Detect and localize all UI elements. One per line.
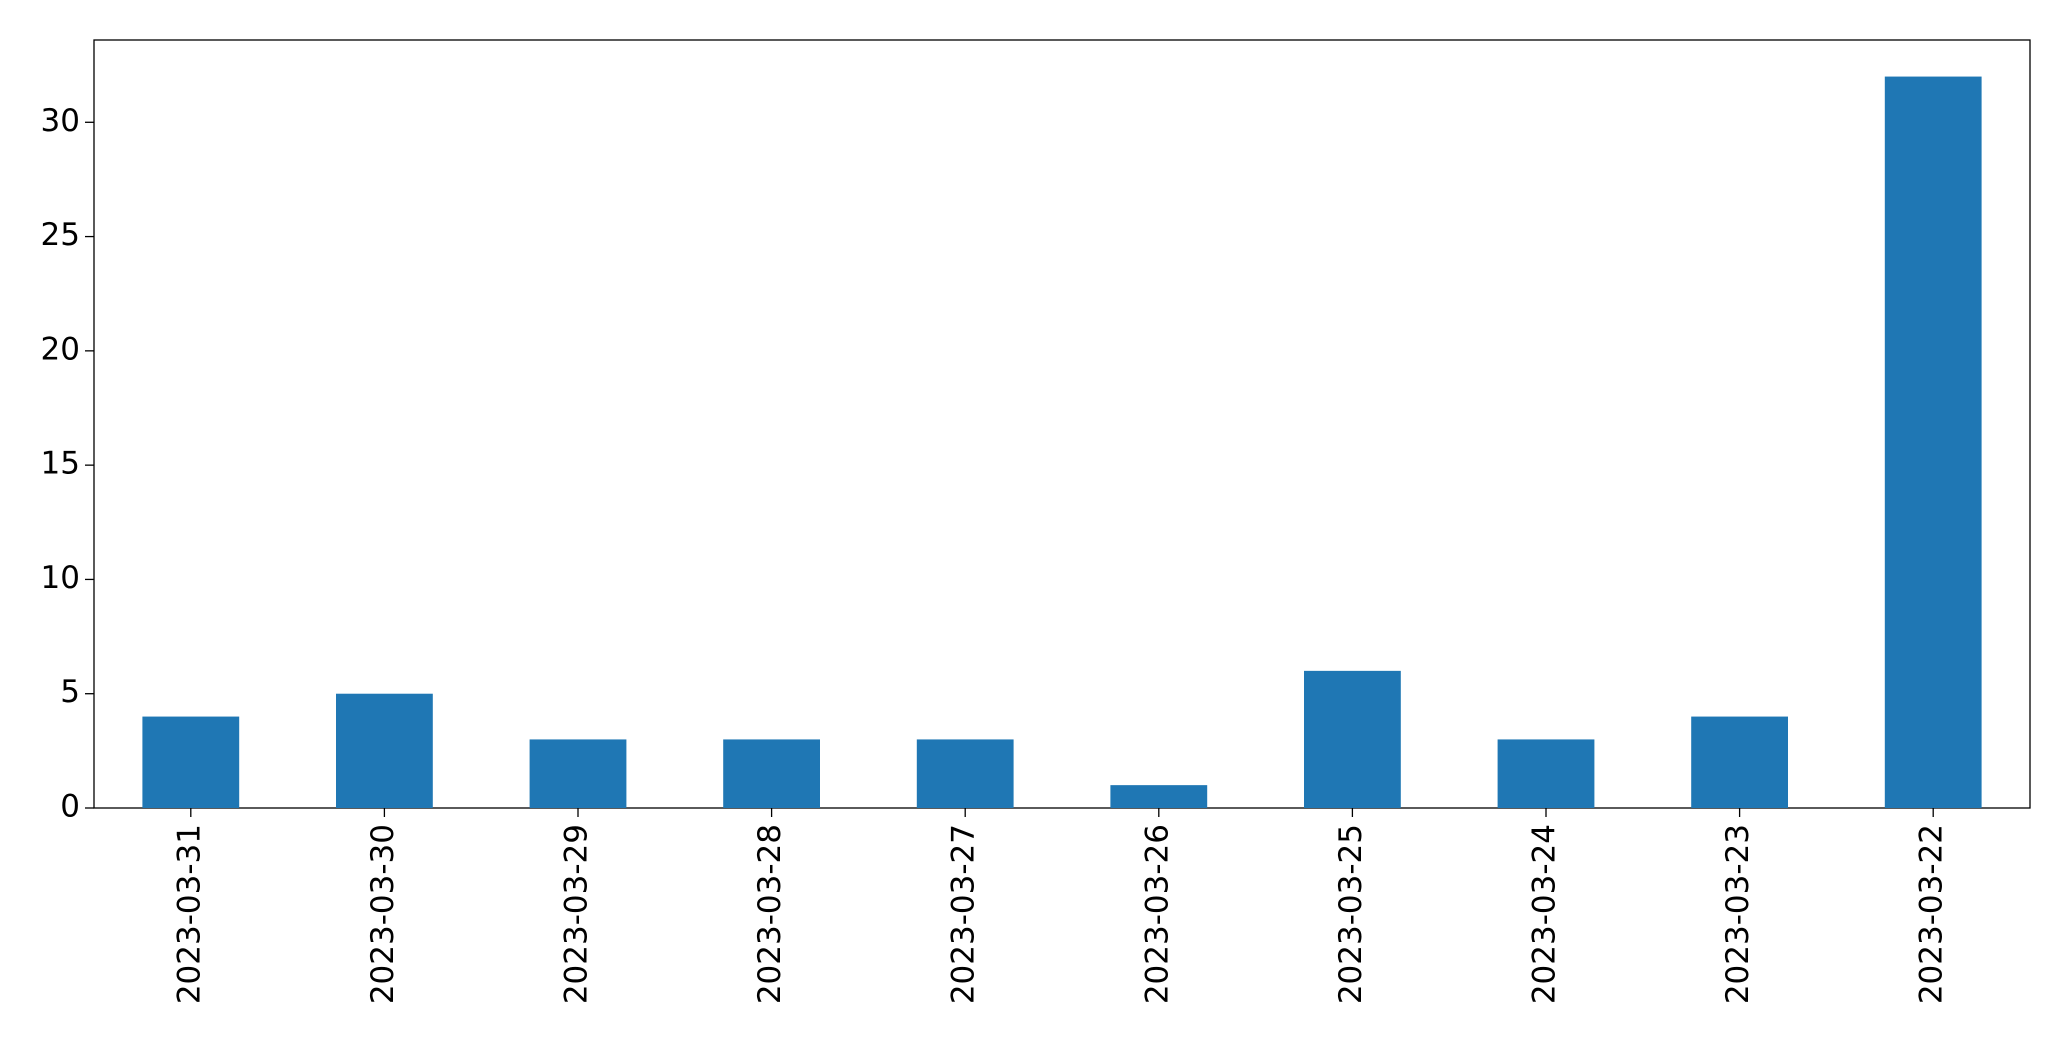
x-tick-label: 2023-03-27 [946, 824, 982, 1004]
bar [1497, 739, 1595, 808]
x-tick-label: 2023-03-29 [559, 824, 595, 1004]
x-tick-label: 2023-03-25 [1333, 824, 1369, 1004]
y-tick-label: 15 [41, 446, 80, 482]
x-tick-label: 2023-03-26 [1139, 824, 1175, 1004]
x-tick-label: 2023-03-28 [752, 824, 788, 1004]
bar [1884, 76, 1982, 809]
bar [336, 693, 433, 808]
plot-frame [93, 39, 2031, 809]
x-tick-label: 2023-03-23 [1720, 824, 1756, 1004]
x-tick-label: 2023-03-24 [1527, 824, 1563, 1004]
y-tick-label: 30 [41, 103, 80, 139]
y-tick-label: 20 [41, 331, 80, 367]
x-tick-label: 2023-03-22 [1914, 824, 1950, 1004]
bar [529, 739, 627, 808]
y-tick-label: 10 [41, 560, 80, 596]
y-tick-label: 5 [60, 674, 80, 710]
bar [723, 739, 820, 808]
bar [1691, 716, 1788, 808]
x-tick-label: 2023-03-31 [171, 824, 207, 1004]
x-tick-label: 2023-03-30 [365, 824, 401, 1004]
y-tick-label: 0 [60, 789, 80, 825]
bar [1110, 785, 1208, 808]
y-tick-label: 25 [41, 217, 80, 253]
bar [916, 739, 1014, 808]
bar [142, 716, 240, 808]
bar [1304, 670, 1401, 808]
